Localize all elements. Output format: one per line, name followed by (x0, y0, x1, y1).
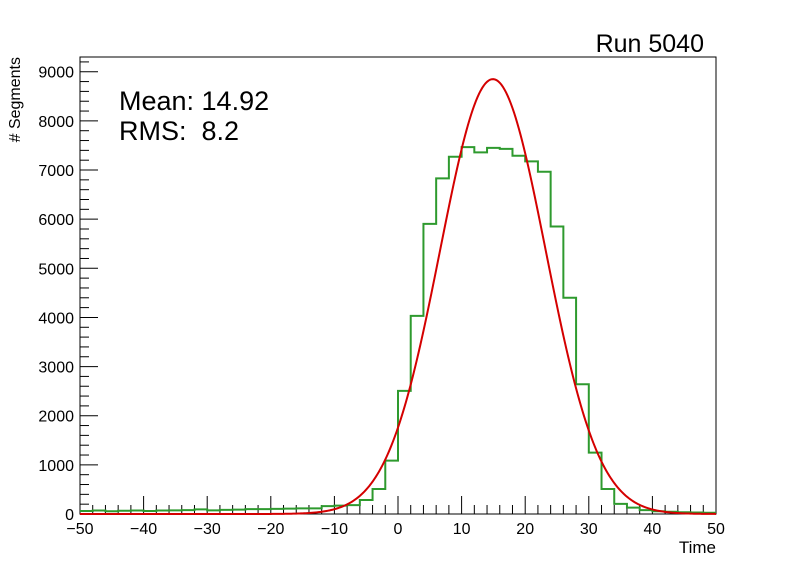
x-axis-label: Time (679, 538, 716, 557)
histogram-bin (423, 224, 436, 514)
x-tick-label: −10 (321, 521, 348, 538)
x-tick-label: 0 (394, 521, 403, 538)
histogram-bin (551, 227, 564, 514)
x-tick-label: 10 (453, 521, 471, 538)
x-tick-label: 50 (707, 521, 725, 538)
histogram-bin (373, 489, 386, 514)
histogram-line (80, 146, 716, 514)
y-tick-label: 8000 (38, 114, 74, 131)
histogram-bin (512, 156, 525, 514)
y-tick-label: 7000 (38, 163, 74, 180)
y-tick-label: 4000 (38, 310, 74, 327)
mean-label: Mean: 14.92 (119, 86, 269, 116)
x-tick-label: −40 (130, 521, 157, 538)
histogram-bin (385, 461, 398, 514)
y-axis-label: # Segments (7, 57, 24, 142)
histogram-bin (360, 500, 373, 514)
gaussian-fit-curve (80, 78, 717, 515)
x-tick-label: 40 (644, 521, 662, 538)
histogram-bin (576, 384, 589, 514)
y-tick-label: 9000 (38, 65, 74, 82)
histogram-bin (474, 152, 487, 514)
histogram-bin (500, 149, 513, 514)
histogram-bin (411, 316, 424, 514)
histogram-bin (525, 161, 538, 514)
y-tick-label: 6000 (38, 212, 74, 229)
histogram-bin (449, 157, 462, 514)
x-tick-label: −50 (66, 521, 93, 538)
histogram-bin (347, 505, 360, 514)
rms-label: RMS: 8.2 (119, 116, 239, 146)
histogram-bin (589, 453, 602, 514)
histogram-bin (602, 489, 615, 514)
x-tick-label: 20 (516, 521, 534, 538)
histogram-bin (563, 298, 576, 514)
histogram-bin (640, 510, 653, 514)
histogram-bin (627, 508, 640, 514)
histogram-bin (462, 147, 475, 514)
x-tick-label: −20 (257, 521, 284, 538)
histogram-bin (436, 178, 449, 514)
x-tick-label: 30 (580, 521, 598, 538)
y-tick-label: 0 (65, 507, 74, 524)
y-tick-label: 5000 (38, 261, 74, 278)
histogram-bin (487, 148, 500, 514)
y-tick-label: 1000 (38, 458, 74, 475)
y-tick-label: 3000 (38, 360, 74, 377)
histogram-bin (614, 504, 627, 514)
chart-title: Run 5040 (596, 30, 704, 58)
x-tick-label: −30 (194, 521, 221, 538)
y-tick-label: 2000 (38, 409, 74, 426)
